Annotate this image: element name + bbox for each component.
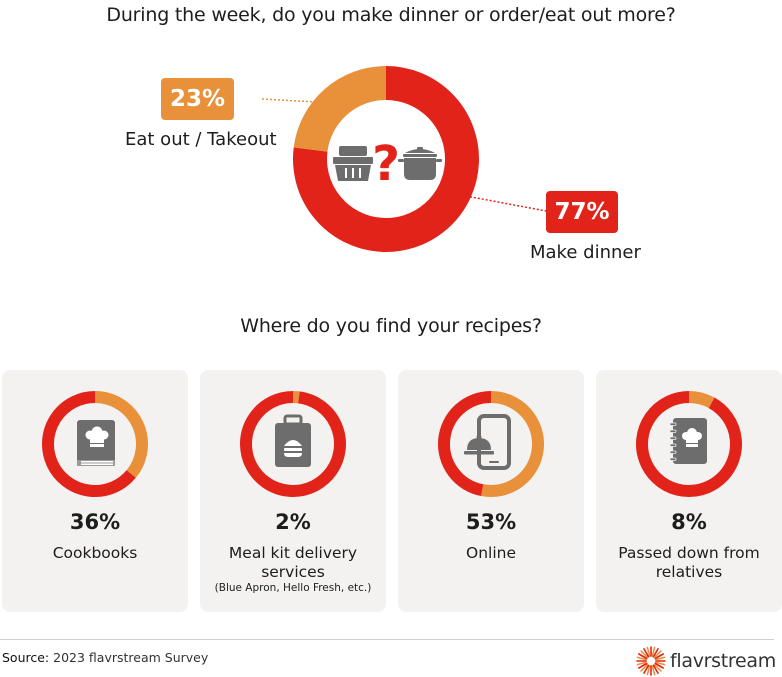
recipe-card-online: 53% Online <box>398 370 584 612</box>
brand-name: flavrstream <box>670 650 776 672</box>
percent-meal-kit: 2% <box>275 510 311 534</box>
leader-line-eat-out <box>261 98 354 105</box>
leader-line-make-dinner <box>465 195 547 212</box>
donut-slice-highlight <box>688 391 715 409</box>
make-dinner-percent-badge: 77% <box>546 191 618 233</box>
dinner-donut-chart: ? <box>261 66 547 252</box>
eat-out-percent-badge: 23% <box>161 78 234 120</box>
takeout-container-icon <box>333 146 373 181</box>
eat-out-label: Eat out / Takeout <box>125 129 277 150</box>
donut-slice-remainder <box>438 391 492 497</box>
dinner-donut <box>293 66 479 252</box>
donut-slice-highlight <box>94 391 148 478</box>
percent-cookbooks: 36% <box>69 510 121 534</box>
donut-slice-eat-out <box>293 66 387 153</box>
source-note: Source: 2023 flavrstream Survey <box>2 650 208 665</box>
donut-passed-down <box>636 391 742 497</box>
donut-cookbooks <box>42 391 148 497</box>
recipe-card-meal-kit: 2% Meal kit delivery services (Blue Apro… <box>200 370 386 612</box>
chart-title-recipes: Where do you find your recipes? <box>240 315 542 337</box>
label-online: Online <box>466 544 516 562</box>
donut-online <box>438 391 544 497</box>
cooking-pot-icon <box>398 147 442 180</box>
donut-slice-remainder <box>42 391 136 497</box>
meal-kit-bag-icon <box>275 414 311 467</box>
percent-online: 53% <box>465 510 517 534</box>
brand-logo: flavrstream <box>636 646 776 676</box>
donut-slice-remainder <box>636 391 742 497</box>
source-text: 2023 flavrstream Survey <box>49 650 209 665</box>
label-cookbooks: Cookbooks <box>52 544 138 562</box>
make-dinner-label: Make dinner <box>530 242 641 263</box>
sunburst-logo-icon <box>636 646 666 676</box>
source-label: Source: <box>2 650 50 665</box>
donut-slice-highlight <box>481 391 544 497</box>
donut-slice-make-dinner <box>293 66 479 252</box>
donut-slice-remainder <box>240 391 346 497</box>
chart-title-dinner: During the week, do you make dinner or o… <box>106 4 676 26</box>
footer-divider <box>0 639 774 640</box>
note-meal-kit: (Blue Apron, Hello Fresh, etc.) <box>214 582 372 594</box>
question-mark-icon: ? <box>372 136 400 192</box>
phone-cloche-icon <box>464 414 511 470</box>
label-passed-down: Passed down from relatives <box>618 544 760 581</box>
recipe-notebook-icon <box>669 418 707 464</box>
percent-passed-down: 8% <box>671 510 707 534</box>
label-meal-kit: Meal kit delivery services <box>228 544 358 581</box>
recipe-card-passed-down: 8% Passed down from relatives <box>596 370 782 612</box>
donut-meal-kit <box>240 391 346 497</box>
cookbook-icon <box>77 420 115 466</box>
recipe-card-cookbooks: 36% Cookbooks <box>2 370 188 612</box>
